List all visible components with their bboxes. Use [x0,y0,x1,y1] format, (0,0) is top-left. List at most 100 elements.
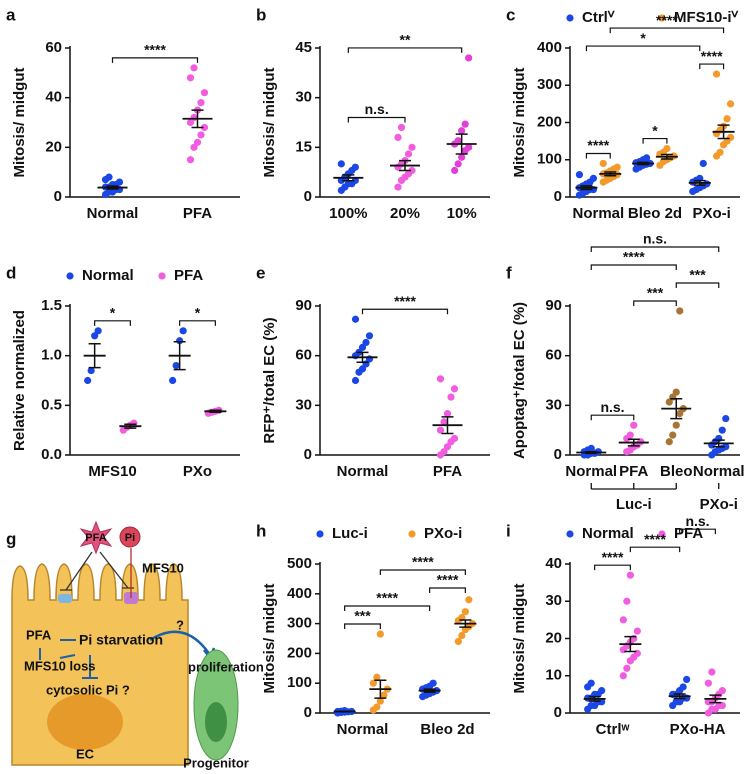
x-tick-label: PFA [619,463,648,480]
y-tick-label: 0 [304,704,312,721]
data-point [704,679,712,687]
panel-letter: i [506,521,511,540]
proliferation-arrow [149,630,212,656]
data-point [633,627,641,635]
y-tick-label: 0 [54,188,62,205]
significance-bracket [609,27,725,34]
significance-label: **** [394,293,416,309]
data-point [465,54,473,62]
error-bar [709,694,722,704]
significance-bracket [594,564,631,571]
data-point [458,127,466,135]
data-point [436,426,445,434]
error-bar [191,109,204,129]
x-tick-label: Bleo [660,463,693,480]
data-point [458,631,466,640]
legend-label: PFA [174,267,203,284]
y-tick-label: 100 [287,674,312,691]
data-point [718,687,726,695]
data-point [708,668,716,676]
y-axis-title: Relative normalized [11,310,28,451]
x-tick-label: Normal [87,205,139,222]
significance-bracket [585,152,611,159]
significance-bracket [629,546,681,553]
data-point [351,315,360,323]
legend-marker [566,14,574,22]
data-point [623,597,631,605]
y-tick-label: 400 [287,585,312,602]
data-point [716,148,724,156]
data-point [672,421,680,429]
data-point [676,307,684,315]
data-point [718,701,726,710]
data-point [373,703,381,711]
diagram-label: PFA [85,532,106,544]
panel-letter: g [6,529,16,548]
data-point [598,698,606,706]
y-tick-label: 0 [554,188,562,205]
error-bar [356,351,369,364]
data-point [679,683,687,691]
error-bar [441,416,454,435]
significance-bracket [679,528,716,535]
significance-bracket [699,63,725,70]
significance-bracket [675,282,720,288]
y-tick-label: 0.0 [41,446,62,463]
data-point [672,388,680,396]
y-tick-label: 30 [545,592,562,609]
significance-bracket [361,308,449,315]
data-point [454,137,462,145]
data-point [186,74,195,82]
error-bar [338,710,351,713]
error-bar [712,439,725,448]
y-axis-title: Mitosis/ midgut [11,68,28,178]
y-axis-title: Mitosis/ midgut [261,584,278,694]
data-point [454,637,462,646]
panel-letter: f [506,263,512,282]
data-point [176,337,184,345]
error-bar [459,619,472,628]
data-point [94,327,102,335]
data-point [105,173,113,181]
panel-letter: a [6,5,16,24]
y-axis-title: Mitosis/ midgut [261,68,278,178]
x-tick-label: Normal [337,463,389,480]
panel-letter: h [256,521,266,540]
y-tick-label: 60 [545,347,562,364]
diagram-label: proliferation [188,659,264,674]
data-point [450,385,459,393]
panel-letter: d [6,263,16,282]
data-point [587,444,595,452]
diagram-label: Pi [125,532,135,544]
data-point [447,393,455,401]
significance-label: **** [437,572,459,588]
y-tick-label: 90 [545,297,562,314]
data-point [429,679,437,687]
data-point [613,163,621,171]
data-point [337,160,345,168]
y-axis-title: Mitosis/ midgut [511,68,528,178]
significance-label: **** [144,42,166,58]
legend-marker [658,530,666,538]
diagram-label: EC [76,746,95,761]
inhibit-lines [60,551,134,591]
error-bar [455,133,468,155]
data-point [408,143,416,151]
y-tick-label: 0.5 [41,396,62,413]
x-tick-label: Bleo 2d [628,205,682,222]
x-tick-label: PXo-i [692,205,730,222]
legend-marker [66,272,74,280]
data-point [665,438,673,446]
significance-label: n.s. [685,513,709,529]
error-bar [670,397,683,420]
y-tick-label: 1.0 [41,347,62,364]
x-tick-label: 10% [447,205,477,222]
y-tick-label: 300 [537,76,562,93]
y-tick-label: 30 [295,89,312,106]
diagram-label: ? [176,617,184,632]
group-label: PXo-i [700,496,738,513]
significance-bracket [179,320,216,326]
diagram-label: PFA [26,627,52,642]
y-tick-label: 200 [287,644,312,661]
significance-label: * [110,305,116,321]
